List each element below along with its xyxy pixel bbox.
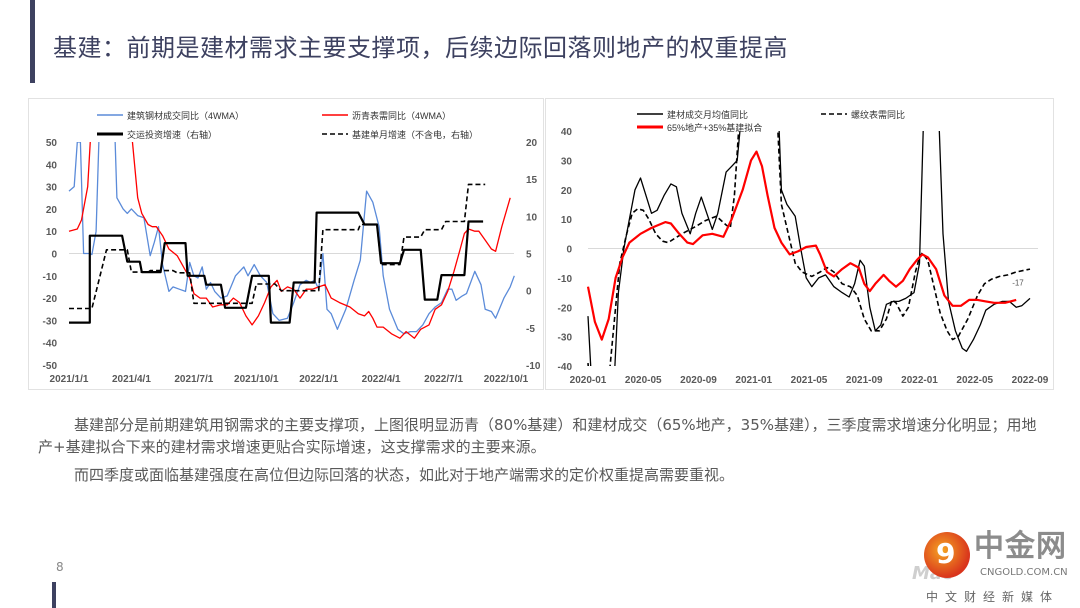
legend-label: 建筑钢材成交同比（4WMA） (127, 110, 244, 121)
y-axis-tick-label: 50 (46, 138, 58, 149)
body-paragraph-2: 而四季度或面临基建强度在高位但边际回落的状态，如此对于地产端需求的定价权重提高需… (74, 466, 735, 484)
page-title: 基建：前期是建材需求主要支撑项，后续边际回落则地产的权重提高 (53, 34, 788, 62)
y-axis-tick-label: 10 (46, 227, 58, 238)
logo-emblem-icon: 9 (924, 532, 970, 578)
y-axis-tick-label: 30 (46, 183, 58, 194)
cngold-logo: Mac 9 中金网 CNGOLD.COM.CN 中文财经新媒体 (912, 530, 1077, 608)
x-axis-tick-label: 2021-01 (735, 375, 772, 386)
x-axis-tick-label: 2021-09 (846, 375, 883, 386)
x-axis-tick-label: 2020-01 (570, 375, 607, 386)
y-axis-tick-label: 20 (561, 186, 573, 197)
y-axis-tick-label: -50 (43, 361, 58, 372)
legend-label: 螺纹表需同比 (851, 109, 905, 120)
y-axis-tick-label: -10 (43, 272, 58, 283)
legend-label: 沥青表需同比（4WMA） (352, 110, 451, 121)
y-axis-tick-label: 20 (46, 205, 58, 216)
y-right-axis-tick-label: 10 (526, 212, 538, 223)
series-line-2 (586, 150, 1017, 341)
x-axis-tick-label: 2021/1/1 (50, 374, 89, 385)
legend-label: 65%地产+35%基建拟合 (667, 122, 762, 133)
y-axis-tick-label: -30 (43, 316, 58, 327)
y-right-axis-tick-label: 15 (526, 175, 538, 186)
x-axis-tick-label: 2022-09 (1012, 375, 1049, 386)
y-axis-tick-label: -20 (43, 294, 58, 305)
y-axis-tick-label: -30 (558, 333, 573, 344)
plot-area (586, 131, 1031, 366)
x-axis-tick-label: 2021-05 (791, 375, 828, 386)
y-axis-tick-label: 40 (46, 160, 58, 171)
x-axis-tick-label: 2022/10/1 (484, 374, 529, 385)
chart-panel-infrastructure: 50 40 30 20 10 0 -10 -20 -30 -40 -50 20 15 10 5 0 -5 -10 2… (28, 98, 544, 390)
logo-tagline: 中文财经新媒体 (926, 590, 1060, 604)
chart-infrastructure-demand: 50403020100-10-20-30-40-5020151050-5-102… (43, 110, 541, 385)
y-axis-tick-label: -40 (43, 339, 58, 350)
x-axis-tick-label: 2022/1/1 (299, 374, 338, 385)
x-axis-tick-label: 2020-09 (680, 375, 717, 386)
y-right-axis-tick-label: -5 (526, 324, 535, 335)
x-axis-tick-label: 2022-05 (956, 375, 993, 386)
plot-area (68, 142, 515, 339)
y-axis-tick-label: 0 (566, 245, 572, 256)
y-axis-tick-label: -10 (558, 274, 573, 285)
body-paragraph-1: 基建部分是前期建筑用钢需求的主要支撑项，上图很明显沥青（80%基建）和建材成交（… (38, 416, 1037, 456)
series-line-2 (69, 211, 484, 324)
legend-label: 交运投资增速（右轴） (127, 129, 217, 140)
series-line-0 (587, 131, 1031, 366)
x-axis-tick-label: 2021/4/1 (112, 374, 151, 385)
x-axis-tick-label: 2022/7/1 (424, 374, 463, 385)
logo-name: 中金网 (974, 529, 1067, 564)
y-right-axis-tick-label: 20 (526, 138, 538, 149)
chart-building-materials-fit: 40 30 20 10 0 -10 -20 -30 -40 2020-01 2020-05 2020-… (558, 109, 1049, 386)
series-line-1 (587, 131, 1031, 366)
x-axis-tick-label: 2021/7/1 (174, 374, 213, 385)
series-line-0 (68, 142, 515, 335)
data-annotation: -17 (1012, 278, 1024, 287)
y-axis-tick-label: -40 (558, 362, 573, 373)
y-axis-tick-label: 30 (561, 156, 573, 167)
y-axis-tick-label: -20 (558, 303, 573, 314)
y-right-axis-tick-label: -10 (526, 361, 541, 372)
title-accent-bar (30, 0, 35, 83)
legend-label: 基建单月增速（不含电，右轴） (352, 129, 478, 140)
series-line-1 (68, 142, 511, 339)
y-right-axis-tick-label: 0 (526, 287, 532, 298)
x-axis-tick-label: 2022-01 (901, 375, 938, 386)
logo-domain: CNGOLD.COM.CN (980, 567, 1068, 578)
x-axis-tick-label: 2022/4/1 (362, 374, 401, 385)
series-line-3 (69, 183, 486, 310)
y-axis-tick-label: 40 (561, 127, 573, 138)
chart-panel-building-materials: 40 30 20 10 0 -10 -20 -30 -40 2020-01 2020-05 2020-… (545, 98, 1054, 390)
y-axis-tick-label: 10 (561, 215, 573, 226)
y-axis-tick-label: 0 (51, 250, 57, 261)
legend-label: 建材成交月均值同比 (667, 109, 748, 120)
x-axis-tick-label: 2021/10/1 (234, 374, 279, 385)
x-axis-tick-label: 2020-05 (625, 375, 662, 386)
page-number: 8 (56, 560, 64, 574)
footer-accent-bar (52, 582, 56, 608)
y-right-axis-tick-label: 5 (526, 250, 532, 261)
